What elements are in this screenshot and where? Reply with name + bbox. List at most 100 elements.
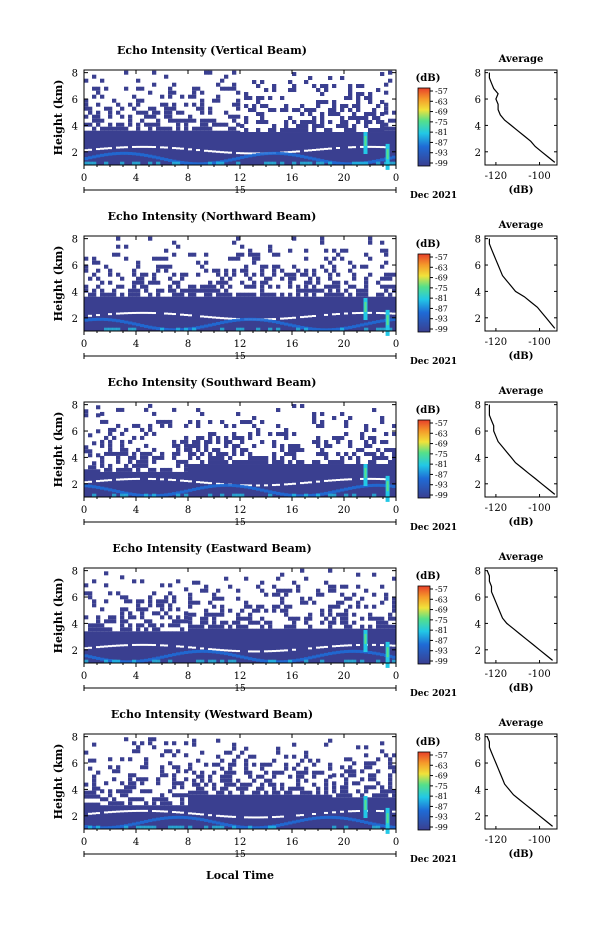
- average-x-tick-label: -100: [528, 503, 550, 514]
- x-tick-label: 4: [133, 339, 139, 350]
- x-tick-label: 8: [185, 671, 191, 682]
- panel-4: Echo Intensity (Westward Beam)0 4 8 12 16 20 0…: [52, 708, 558, 865]
- average-y-tick-label: 8: [475, 69, 481, 80]
- colorbar: (dB) -57-63 -69-75-81-87 -93-99: [416, 571, 448, 666]
- x-tick-label: 8: [185, 837, 191, 848]
- average-x-tick-label: -120: [485, 835, 507, 846]
- average-y-tick-label: 6: [475, 95, 481, 106]
- panel-0: Echo Intensity (Vertical Beam)0 4 8 12 16 20 0…: [52, 44, 558, 201]
- y-tick-label: 8: [72, 567, 78, 578]
- x-tick-label: 20: [338, 505, 351, 516]
- x-tick-label: 16: [286, 837, 299, 848]
- y-tick-label: 6: [72, 593, 78, 604]
- average-title: Average: [498, 220, 544, 231]
- x-tick-label: 4: [133, 173, 139, 184]
- colorbar-tick-label: -93: [435, 315, 448, 324]
- x-tick-label: 0: [393, 339, 399, 350]
- panel-title: Echo Intensity (Vertical Beam): [117, 44, 307, 57]
- y-tick-label: 6: [72, 261, 78, 272]
- x-tick-label: 20: [338, 671, 351, 682]
- average-y-tick-label: 6: [475, 759, 481, 770]
- colorbar-tick-label: -99: [435, 159, 448, 168]
- average-y-tick-label: 2: [475, 812, 481, 823]
- colorbar-unit: (dB): [416, 73, 441, 84]
- colorbar-scale: [417, 585, 431, 665]
- average-line: [488, 238, 556, 329]
- y-ticks: 2 4 6 8: [72, 401, 396, 491]
- average-y-tick-label: 6: [475, 593, 481, 604]
- average-x-tick-label: -120: [485, 669, 507, 680]
- x-tick-label: 12: [234, 339, 247, 350]
- y-tick-label: 6: [72, 95, 78, 106]
- colorbar-tick-label: -69: [435, 606, 448, 615]
- colorbar-tick-label: -87: [435, 304, 448, 313]
- colorbar-tick-label: -93: [435, 813, 448, 822]
- average-y-tick-label: 4: [475, 453, 481, 464]
- average-x-tick-label: -100: [528, 171, 550, 182]
- y-ticks: 2 4 6 8: [72, 733, 396, 823]
- x-tick-label: 12: [234, 837, 247, 848]
- x-ticks: 0 4 8 12 16 20 0: [81, 568, 399, 682]
- colorbar-tick-label: -63: [435, 429, 448, 438]
- average-line: [486, 570, 553, 661]
- average-x-tick-label: -100: [528, 669, 550, 680]
- x-ticks: 0 4 8 12 16 20 0: [81, 70, 399, 184]
- average-y-tick-label: 6: [475, 261, 481, 272]
- x-ticks: 0 4 8 12 16 20 0: [81, 236, 399, 350]
- day-label: 15: [234, 518, 246, 528]
- x-tick-label: 20: [338, 339, 351, 350]
- average-x-tick-label: -100: [528, 835, 550, 846]
- average-profile: Average 2 4 6 8 -120 -100 (dB): [475, 718, 558, 860]
- y-tick-label: 2: [72, 314, 78, 325]
- average-frame: [484, 401, 558, 498]
- panel-1: Echo Intensity (Northward Beam)0 4 8 12 16 20…: [52, 210, 558, 367]
- day-label: 15: [234, 850, 246, 860]
- colorbar-tick-label: -75: [435, 118, 448, 127]
- average-x-label: (dB): [509, 351, 534, 362]
- average-profile: Average 2 4 6 8 -120 -100 (dB): [475, 552, 558, 694]
- colorbar: (dB) -57-63 -69-75-81-87 -93-99: [416, 239, 448, 334]
- average-x-tick-label: -120: [485, 337, 507, 348]
- average-y-tick-label: 2: [475, 480, 481, 491]
- x-tick-label: 0: [81, 339, 87, 350]
- colorbar-tick-label: -93: [435, 481, 448, 490]
- colorbar-tick-label: -93: [435, 647, 448, 656]
- average-frame: [484, 733, 558, 830]
- x-tick-label: 20: [338, 837, 351, 848]
- low-level-echoes: [84, 298, 397, 336]
- x-tick-label: 4: [133, 671, 139, 682]
- x-tick-label: 12: [234, 505, 247, 516]
- y-axis-label: Height (km): [52, 80, 65, 156]
- low-level-echoes: [84, 630, 397, 668]
- x-tick-label: 8: [185, 173, 191, 184]
- average-y-tick-label: 8: [475, 401, 481, 412]
- x-tick-label: 12: [234, 173, 247, 184]
- y-tick-label: 2: [72, 480, 78, 491]
- colorbar-scale: [417, 253, 431, 333]
- average-y-tick-label: 8: [475, 733, 481, 744]
- heatmap-field: [84, 737, 397, 829]
- average-x-label: (dB): [509, 683, 534, 694]
- colorbar-tick-label: -81: [435, 294, 448, 303]
- colorbar-unit: (dB): [416, 405, 441, 416]
- colorbar-unit: (dB): [416, 737, 441, 748]
- average-title: Average: [498, 386, 544, 397]
- colorbar-scale: [417, 419, 431, 499]
- panel-2: Echo Intensity (Southward Beam)0 4 8 12 16 20…: [52, 376, 558, 533]
- colorbar-scale: [417, 751, 431, 831]
- day-label: 15: [234, 684, 246, 694]
- y-axis-label: Height (km): [52, 578, 65, 654]
- average-frame: [484, 69, 558, 166]
- average-y-tick-label: 4: [475, 121, 481, 132]
- average-profile: Average 2 4 6 8 -120 -100 (dB): [475, 54, 558, 196]
- x-tick-label: 12: [234, 671, 247, 682]
- average-title: Average: [498, 54, 544, 65]
- colorbar-tick-label: -63: [435, 761, 448, 770]
- colorbar-tick-label: -57: [435, 585, 448, 594]
- colorbar-tick-label: -99: [435, 657, 448, 666]
- day-label: 15: [234, 186, 246, 196]
- colorbar-tick-label: -57: [435, 87, 448, 96]
- heatmap-field: [84, 568, 397, 663]
- colorbar-tick-label: -87: [435, 802, 448, 811]
- x-tick-label: 8: [185, 339, 191, 350]
